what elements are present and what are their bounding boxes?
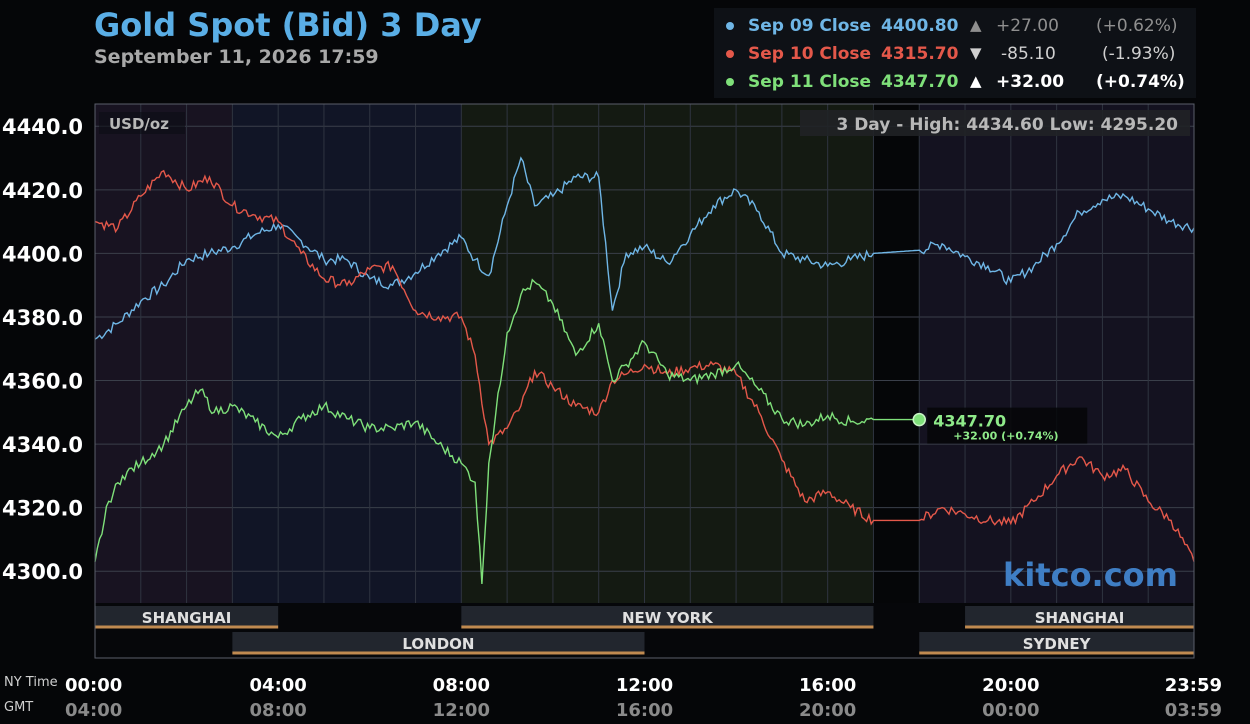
x-tick-label-ny: 12:00 [616,675,673,696]
legend-row-sep11: Sep 11 Close 4347.70 ▲ +32.00 (+0.74%) [714,67,1196,95]
legend: Sep 09 Close 4400.80 ▲ +27.00 (+0.62%) S… [714,8,1196,98]
unit-label: USD/oz [109,115,169,133]
legend-pct: (-1.93%) [1102,44,1176,64]
session-bar [95,606,279,626]
session-bar [461,606,874,626]
x-tick-label-gmt: 03:59 [1165,700,1222,721]
series-line-sep11 [94,278,874,584]
x-tick-label-ny: 00:00 [65,675,122,696]
range-label-box [800,110,1190,136]
chart-subtitle: September 11, 2026 17:59 [94,46,379,68]
x-tick-label-ny: 04:00 [250,675,307,696]
plot-border [94,103,1195,659]
y-tick-label: 4320.0 [2,497,83,521]
legend-dot-sep11 [726,78,734,86]
session-label: SHANGHAI [142,609,232,627]
range-label: 3 Day - High: 4434.60 Low: 4295.20 [836,115,1178,135]
legend-pct: (+0.74%) [1096,72,1185,92]
session-bar [919,632,1194,652]
x-tick-label-gmt: 16:00 [616,700,673,721]
x-tick-label-gmt: 12:00 [433,700,490,721]
x-tick-label-gmt: 08:00 [250,700,307,721]
chart-title: Gold Spot (Bid) 3 Day [94,6,482,44]
legend-value: 4315.70 [881,44,959,64]
shanghai-session-region [95,104,233,603]
legend-dot-sep09 [726,22,734,30]
x-tick-label-gmt: 20:00 [799,700,856,721]
x-tick-label-ny: 16:00 [799,675,856,696]
up-arrow-icon: ▲ [970,16,982,34]
legend-change: +32.00 [996,72,1065,92]
current-value-box [927,407,1088,444]
legend-value: 4400.80 [881,16,959,36]
legend-change: +27.00 [996,16,1059,36]
x-tick-label-gmt: 00:00 [982,700,1039,721]
legend-row-sep09: Sep 09 Close 4400.80 ▲ +27.00 (+0.62%) [714,11,1196,39]
legend-dot-sep10 [726,50,734,58]
legend-value: 4347.70 [881,72,959,92]
gmt-label: GMT [4,700,33,715]
y-tick-label: 4380.0 [2,306,83,330]
x-tick-label-ny: 20:00 [982,675,1039,696]
legend-label: Sep 10 Close [748,44,872,64]
session-bar [965,606,1194,626]
y-tick-label: 4300.0 [2,560,83,584]
legend-label: Sep 09 Close [748,16,872,36]
y-tick-label: 4360.0 [2,370,83,394]
session-label: LONDON [402,635,474,653]
x-tick-label-ny: 23:59 [1165,675,1222,696]
down-arrow-icon: ▼ [970,44,982,62]
y-tick-label: 4400.0 [2,242,83,266]
market-closed-region [873,104,920,603]
legend-label: Sep 11 Close [748,72,872,92]
new-york-session-region [461,104,874,603]
session-label: NEW YORK [622,609,714,627]
session-label: SYDNEY [1023,635,1092,653]
x-tick-label-ny: 08:00 [433,675,490,696]
current-value-marker [912,412,926,427]
series-line-sep10 [94,169,1195,562]
y-tick-label: 4440.0 [2,115,83,139]
x-tick-label-gmt: 04:00 [65,700,122,721]
current-value-label: 4347.70 [933,412,1006,431]
legend-pct: (+0.62%) [1096,16,1178,36]
up-arrow-icon: ▲ [970,72,982,90]
legend-change: -85.10 [1001,44,1056,64]
current-change-label: +32.00 (+0.74%) [953,430,1058,443]
y-tick-label: 4420.0 [2,179,83,203]
legend-row-sep10: Sep 10 Close 4315.70 ▼ -85.10 (-1.93%) [714,39,1196,67]
ny-time-label: NY Time [4,675,58,690]
session-label: SHANGHAI [1035,609,1125,627]
session-bar [232,632,645,652]
y-tick-label: 4340.0 [2,433,83,457]
series-line-sep09 [94,156,1195,340]
kitco-logo: kitco.com [1003,556,1178,594]
unit-label-box [99,112,185,134]
